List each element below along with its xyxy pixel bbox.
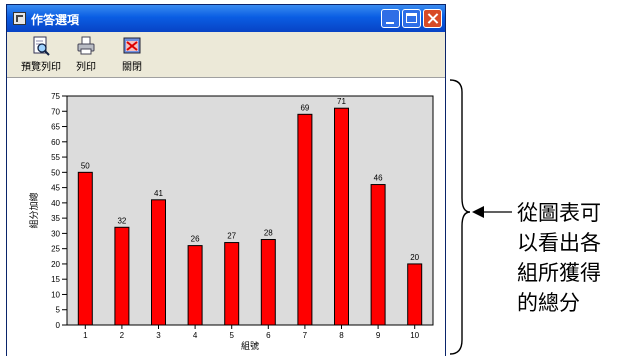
print-button[interactable]: 列印 [71, 36, 101, 73]
y-tick-label: 15 [51, 275, 60, 284]
arrow-head-icon [472, 206, 484, 218]
print-preview-button[interactable]: 預覽列印 [15, 36, 67, 73]
chart-window: 作答選項 預覽列印 列印 [6, 4, 446, 356]
bar-value-label: 28 [264, 229, 273, 238]
bar-value-label: 71 [337, 97, 346, 106]
bar [77, 171, 93, 326]
close-window-icon [123, 37, 141, 54]
window-title: 作答選項 [31, 13, 80, 27]
y-tick-label: 45 [51, 184, 60, 193]
y-tick-label: 30 [51, 229, 60, 238]
bar-value-label: 50 [81, 161, 90, 170]
x-axis: 1 2 3 4 5 6 7 8 9 10 [83, 325, 420, 340]
minimize-button[interactable] [381, 9, 400, 28]
y-tick-label: 60 [51, 138, 60, 147]
y-axis: 0 5 10 15 20 25 30 35 40 45 50 55 60 65 70 75 [51, 92, 68, 330]
toolbar: 預覽列印 列印 關閉 [7, 32, 445, 78]
bar [187, 245, 203, 326]
bar [151, 199, 166, 326]
print-preview-label: 預覽列印 [21, 62, 61, 73]
x-tick-label: 7 [303, 331, 308, 340]
printer-icon [77, 36, 95, 55]
y-tick-label: 55 [51, 153, 60, 162]
bar [260, 239, 276, 326]
bar [370, 184, 386, 326]
brace-bracket [449, 79, 512, 355]
bar [114, 226, 130, 326]
y-tick-label: 40 [51, 199, 60, 208]
annotation-line: 的總分 [517, 291, 580, 315]
x-tick-label: 8 [339, 331, 344, 340]
x-tick-label: 1 [83, 331, 88, 340]
app-icon [13, 12, 26, 25]
y-axis-label: 組分加總 [28, 192, 40, 228]
annotation-line: 以看出各 [517, 231, 601, 255]
x-tick-label: 5 [229, 331, 234, 340]
y-tick-label: 25 [51, 245, 60, 254]
y-tick-label: 75 [51, 92, 60, 101]
annotation-line: 組所獲得 [517, 261, 601, 285]
bar-value-label: 46 [374, 174, 383, 183]
close-tool-button[interactable]: 關閉 [117, 36, 147, 73]
bar-value-label: 26 [191, 235, 200, 244]
bar [407, 263, 423, 326]
x-tick-label: 9 [376, 331, 381, 340]
bar [224, 242, 240, 326]
y-tick-label: 20 [51, 260, 60, 269]
annotation-text: 從圖表可 以看出各 組所獲得 的總分 [517, 198, 635, 318]
bar [334, 107, 349, 326]
x-tick-label: 3 [156, 331, 161, 340]
maximize-button[interactable] [402, 9, 421, 28]
y-tick-label: 5 [56, 306, 61, 315]
bar-value-label: 32 [117, 216, 126, 225]
title-bar[interactable]: 作答選項 [7, 5, 445, 32]
x-tick-label: 10 [410, 331, 419, 340]
x-tick-label: 2 [120, 331, 125, 340]
y-tick-label: 70 [51, 107, 60, 116]
x-axis-label: 組號 [241, 340, 259, 352]
x-tick-label: 4 [193, 331, 198, 340]
print-preview-icon [33, 36, 50, 56]
y-tick-label: 35 [51, 214, 60, 223]
y-tick-label: 65 [51, 123, 60, 132]
y-tick-label: 50 [51, 168, 60, 177]
annotation-line: 從圖表可 [517, 201, 601, 225]
y-tick-label: 0 [56, 321, 61, 330]
print-label: 列印 [76, 62, 96, 73]
close-button[interactable] [423, 9, 442, 28]
bars: 50 32 41 26 27 28 69 71 46 20 [77, 97, 423, 326]
bar-value-label: 27 [227, 232, 236, 241]
close-tool-label: 關閉 [122, 62, 142, 73]
bar-value-label: 20 [410, 253, 419, 262]
x-tick-label: 6 [266, 331, 271, 340]
bar-value-label: 41 [154, 189, 163, 198]
y-tick-label: 10 [51, 290, 60, 299]
bar-value-label: 69 [300, 103, 309, 112]
bar [297, 113, 313, 326]
